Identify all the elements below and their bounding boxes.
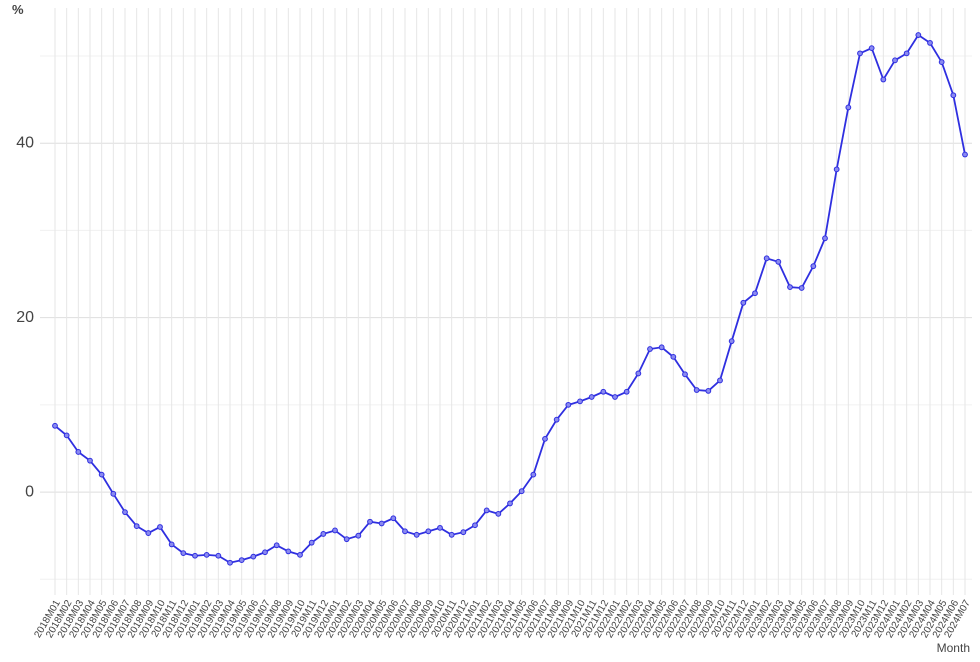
- point: [682, 371, 688, 378]
- point: [168, 541, 175, 548]
- point: [355, 532, 362, 539]
- point: [238, 557, 245, 564]
- point: [367, 518, 373, 525]
- point: [717, 377, 723, 384]
- point: [822, 235, 828, 242]
- point: [133, 523, 140, 529]
- point: [962, 151, 968, 158]
- point: [577, 398, 583, 405]
- point: [693, 387, 700, 393]
- point: [833, 166, 840, 173]
- point: [623, 388, 630, 395]
- point: [495, 510, 502, 517]
- y-tick-label: 40: [16, 134, 34, 151]
- point: [670, 353, 677, 360]
- point: [635, 370, 642, 377]
- point: [588, 394, 595, 400]
- point: [565, 401, 572, 408]
- point: [775, 258, 782, 265]
- point: [215, 552, 222, 559]
- point: [612, 394, 618, 400]
- point: [75, 449, 82, 455]
- point: [98, 471, 105, 478]
- point: [483, 507, 490, 514]
- point: [52, 422, 58, 429]
- point: [180, 550, 187, 557]
- point: [425, 528, 432, 535]
- point: [110, 490, 117, 497]
- point: [250, 553, 257, 560]
- point: [903, 50, 910, 57]
- point: [460, 529, 467, 536]
- point: [810, 263, 817, 270]
- point: [332, 527, 338, 534]
- point: [542, 435, 548, 442]
- point: [343, 536, 350, 543]
- point: [472, 522, 478, 529]
- point: [518, 488, 525, 495]
- point: [378, 520, 385, 527]
- point: [938, 59, 945, 65]
- point: [507, 500, 513, 507]
- point: [600, 388, 607, 395]
- point: [402, 528, 408, 535]
- point: [320, 531, 327, 537]
- point: [308, 539, 315, 546]
- point: [145, 530, 152, 536]
- point: [892, 57, 898, 64]
- point: [285, 548, 292, 555]
- point: [157, 524, 163, 530]
- point: [798, 285, 805, 291]
- point: [273, 542, 280, 549]
- point: [740, 299, 747, 306]
- point: [262, 549, 268, 556]
- point: [203, 551, 210, 558]
- point: [950, 92, 957, 99]
- point: [787, 284, 793, 291]
- point: [705, 388, 712, 394]
- point: [763, 255, 770, 262]
- point: [63, 432, 70, 439]
- y-tick-label: 20: [16, 309, 34, 326]
- point: [297, 551, 303, 558]
- point: [87, 457, 93, 464]
- point: [413, 531, 420, 538]
- point: [553, 416, 560, 423]
- point: [192, 552, 198, 559]
- point: [448, 531, 455, 538]
- point: [530, 471, 537, 478]
- point: [647, 346, 653, 352]
- point: [390, 515, 397, 522]
- point: [845, 104, 852, 111]
- point: [227, 559, 233, 566]
- point: [927, 39, 933, 46]
- point: [880, 76, 887, 83]
- point: [437, 524, 443, 531]
- x-axis-label: Month: [937, 641, 970, 655]
- point: [915, 32, 922, 38]
- y-axis-label: %: [12, 2, 24, 17]
- y-tick-label: 0: [25, 483, 34, 500]
- point: [857, 50, 863, 57]
- point: [728, 338, 735, 345]
- point: [658, 344, 665, 351]
- point: [752, 290, 758, 297]
- point: [122, 509, 128, 516]
- point: [868, 45, 875, 52]
